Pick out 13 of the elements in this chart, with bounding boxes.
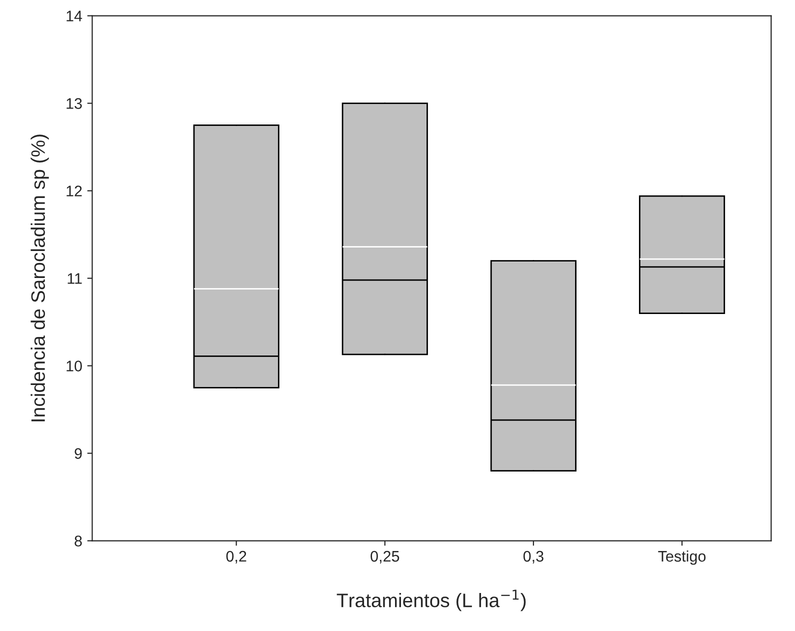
y-tick-label: 13 bbox=[66, 98, 82, 109]
y-tick-label: 14 bbox=[66, 10, 82, 22]
y-axis-title: Incidencia de Sarocladium sp (%) bbox=[30, 134, 49, 422]
x-tick-label: 0,3 bbox=[523, 550, 544, 564]
y-tick-label: 8 bbox=[74, 536, 82, 546]
y-tick-label: 12 bbox=[66, 186, 82, 196]
x-tick-label: 0,25 bbox=[370, 550, 400, 564]
y-tick-label: 9 bbox=[74, 448, 82, 459]
y-tick-label: 10 bbox=[66, 360, 82, 372]
x-axis-title: Tratamientos (L ha$^{−1}$) bbox=[336, 590, 526, 612]
y-tick-label: 11 bbox=[68, 273, 82, 284]
x-tick-label: 0,2 bbox=[226, 550, 246, 564]
x-tick-label: Testigo bbox=[658, 550, 706, 565]
